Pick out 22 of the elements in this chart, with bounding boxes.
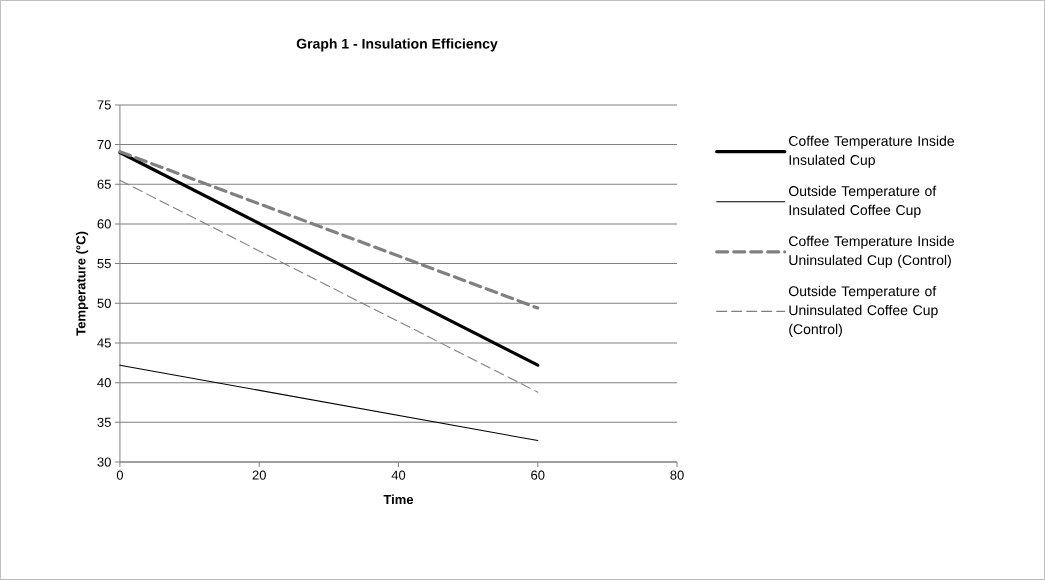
y-tick-label: 55 [97,259,111,269]
x-tick-label: 40 [391,470,406,480]
chart-title: Graph 1 - Insulation Efficiency [296,38,498,52]
y-tick-label: 70 [97,140,111,150]
y-tick-label: 30 [97,457,111,467]
y-tick-label: 45 [97,338,111,348]
x-tick-label: 60 [531,470,545,480]
y-tick-label: 60 [97,219,111,229]
y-tick-label: 75 [97,100,111,110]
legend-label: Coffee Temperature Inside Uninsulated Cup (Control) [789,235,955,268]
x-tick-label: 0 [116,470,124,480]
legend-label: Outside Temperature of Insulated Coffee Cup [789,185,937,218]
y-tick-label: 35 [97,417,111,427]
x-tick-label: 20 [252,470,266,480]
legend-label: Coffee Temperature Inside Insulated Cup [789,135,955,168]
legend-label: Outside Temperature of Uninsulated Coffee Cup (Control) [789,285,938,337]
y-tick-label: 50 [97,298,111,308]
y-tick-label: 65 [97,179,111,189]
y-axis-title: Temperature (°C) [75,231,89,336]
x-tick-label: 80 [670,470,684,480]
y-tick-label: 40 [97,378,111,388]
x-axis-title: Time [383,494,414,505]
